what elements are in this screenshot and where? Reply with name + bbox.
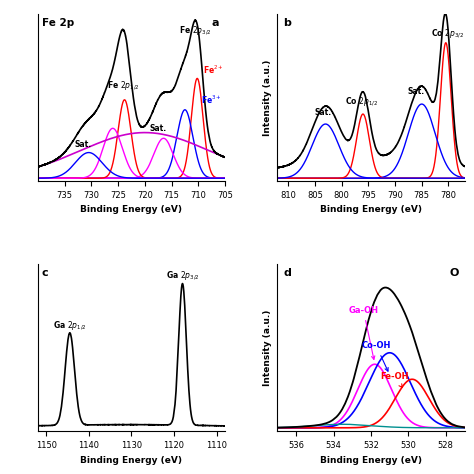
Text: Fe$^{2+}$: Fe$^{2+}$ <box>202 64 223 76</box>
X-axis label: Binding Energy (eV): Binding Energy (eV) <box>81 205 182 214</box>
Text: a: a <box>212 18 219 27</box>
Text: Sat.: Sat. <box>150 124 167 133</box>
Text: Ga $2p_{1/2}$: Ga $2p_{1/2}$ <box>53 319 87 331</box>
Text: Ga $2p_{3/2}$: Ga $2p_{3/2}$ <box>166 270 200 283</box>
Text: c: c <box>42 268 48 278</box>
Text: Co-OH: Co-OH <box>362 341 391 371</box>
X-axis label: Binding Energy (eV): Binding Energy (eV) <box>320 205 422 214</box>
Text: Sat.: Sat. <box>408 87 425 96</box>
Text: Fe$^{3+}$: Fe$^{3+}$ <box>201 94 222 106</box>
Text: Fe-OH: Fe-OH <box>380 372 409 387</box>
Text: Ga-OH: Ga-OH <box>348 306 379 359</box>
X-axis label: Binding Energy (eV): Binding Energy (eV) <box>320 456 422 465</box>
Y-axis label: Intensity (a.u.): Intensity (a.u.) <box>263 59 272 136</box>
Text: Co $2p_{1/2}$: Co $2p_{1/2}$ <box>346 95 378 108</box>
Text: Sat.: Sat. <box>75 140 92 149</box>
Text: d: d <box>283 268 291 278</box>
Y-axis label: Intensity (a.u.): Intensity (a.u.) <box>263 310 272 386</box>
Text: Fe $2p_{3/2}$: Fe $2p_{3/2}$ <box>179 24 212 37</box>
X-axis label: Binding Energy (eV): Binding Energy (eV) <box>81 456 182 465</box>
Text: Sat.: Sat. <box>314 109 331 118</box>
Text: O: O <box>449 268 459 278</box>
Text: b: b <box>283 18 291 27</box>
Text: Fe 2p: Fe 2p <box>42 18 74 27</box>
Text: Co $2p_{3/2}$: Co $2p_{3/2}$ <box>431 27 464 40</box>
Text: Fe $2p_{1/2}$: Fe $2p_{1/2}$ <box>107 80 140 92</box>
